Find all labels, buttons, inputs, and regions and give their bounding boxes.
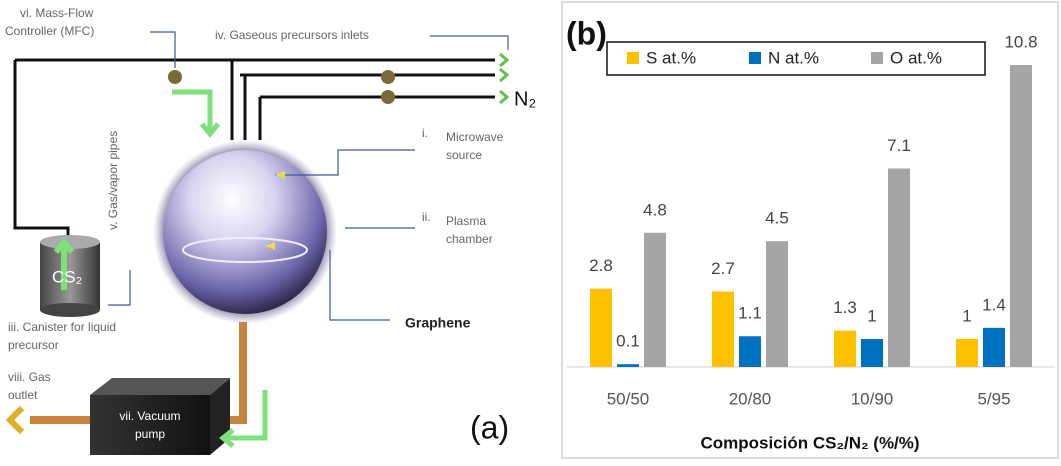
data-label: 4.5 — [765, 209, 789, 228]
legend-label: N at.% — [768, 48, 819, 67]
valve — [381, 70, 395, 84]
bar — [766, 241, 788, 367]
label: precursor — [8, 338, 59, 352]
canister-bottom — [40, 303, 100, 317]
label: vii. Vacuum — [119, 409, 180, 423]
x-tick-label: 20/80 — [729, 389, 772, 408]
data-label: 2.8 — [589, 256, 613, 275]
inlet-chevron — [500, 54, 507, 103]
label: N₂ — [514, 88, 536, 110]
label: v. Gas/vapor pipes — [106, 131, 120, 230]
label: CS₂ — [52, 267, 82, 286]
data-label: 0.1 — [616, 332, 640, 351]
bar — [834, 331, 856, 367]
label: vi. Mass-Flow — [20, 6, 94, 20]
label: iii. Canister for liquid — [8, 320, 116, 334]
valve — [168, 70, 182, 84]
x-tick-label: 50/50 — [607, 389, 650, 408]
chart-b: (b) Composición CS₂/N₂ (%/%) 50/50 2.8 0.1… — [562, 2, 1058, 458]
data-label: 1.3 — [833, 298, 857, 317]
data-label: 1 — [962, 307, 971, 326]
data-label: 4.8 — [643, 200, 667, 219]
label: Graphene — [405, 315, 471, 331]
data-label: 2.7 — [711, 259, 735, 278]
bar — [617, 364, 639, 367]
legend-label: S at.% — [646, 48, 696, 67]
bar — [888, 168, 910, 367]
data-label: 1.4 — [982, 295, 1006, 314]
label: ii. — [422, 210, 431, 224]
bar — [590, 289, 612, 367]
panel-label: (b) — [566, 15, 607, 51]
diagram-a: vi. Mass-Flow Controller (MFC) iv. Gaseo… — [5, 6, 536, 455]
data-label: 1 — [867, 307, 876, 326]
vacuum-pump — [90, 395, 210, 455]
legend-swatch — [627, 52, 639, 64]
legend-swatch — [749, 52, 761, 64]
bar — [983, 328, 1005, 367]
flow-arrow — [172, 92, 218, 134]
x-tick-label: 10/90 — [851, 389, 894, 408]
label: i. — [422, 126, 428, 140]
label: outlet — [8, 388, 38, 402]
pump-top — [90, 378, 230, 395]
legend-swatch — [871, 52, 883, 64]
bar — [712, 292, 734, 368]
outlet-chevron — [10, 408, 22, 432]
label: source — [446, 148, 482, 162]
label: Microwave — [446, 130, 504, 144]
data-label: 10.8 — [1004, 32, 1037, 51]
x-tick-label: 5/95 — [977, 389, 1010, 408]
bar — [956, 339, 978, 367]
data-label: 1.1 — [738, 304, 762, 323]
page: vi. Mass-Flow Controller (MFC) iv. Gaseo… — [0, 0, 1061, 461]
valve — [381, 90, 395, 104]
figure: vi. Mass-Flow Controller (MFC) iv. Gaseo… — [0, 0, 1061, 461]
label: viii. Gas — [8, 370, 51, 384]
label: Controller (MFC) — [5, 24, 94, 38]
bar — [1010, 65, 1032, 367]
label: pump — [135, 427, 165, 441]
label: Plasma — [446, 214, 486, 228]
label: chamber — [446, 232, 493, 246]
panel-label: (a) — [470, 409, 509, 445]
bar — [739, 336, 761, 367]
label: iv. Gaseous precursors inlets — [215, 28, 369, 42]
legend-label: O at.% — [890, 48, 942, 67]
bar — [644, 233, 666, 367]
bar — [861, 339, 883, 367]
x-axis-title: Composición CS₂/N₂ (%/%) — [700, 433, 919, 452]
data-label: 7.1 — [887, 136, 911, 155]
